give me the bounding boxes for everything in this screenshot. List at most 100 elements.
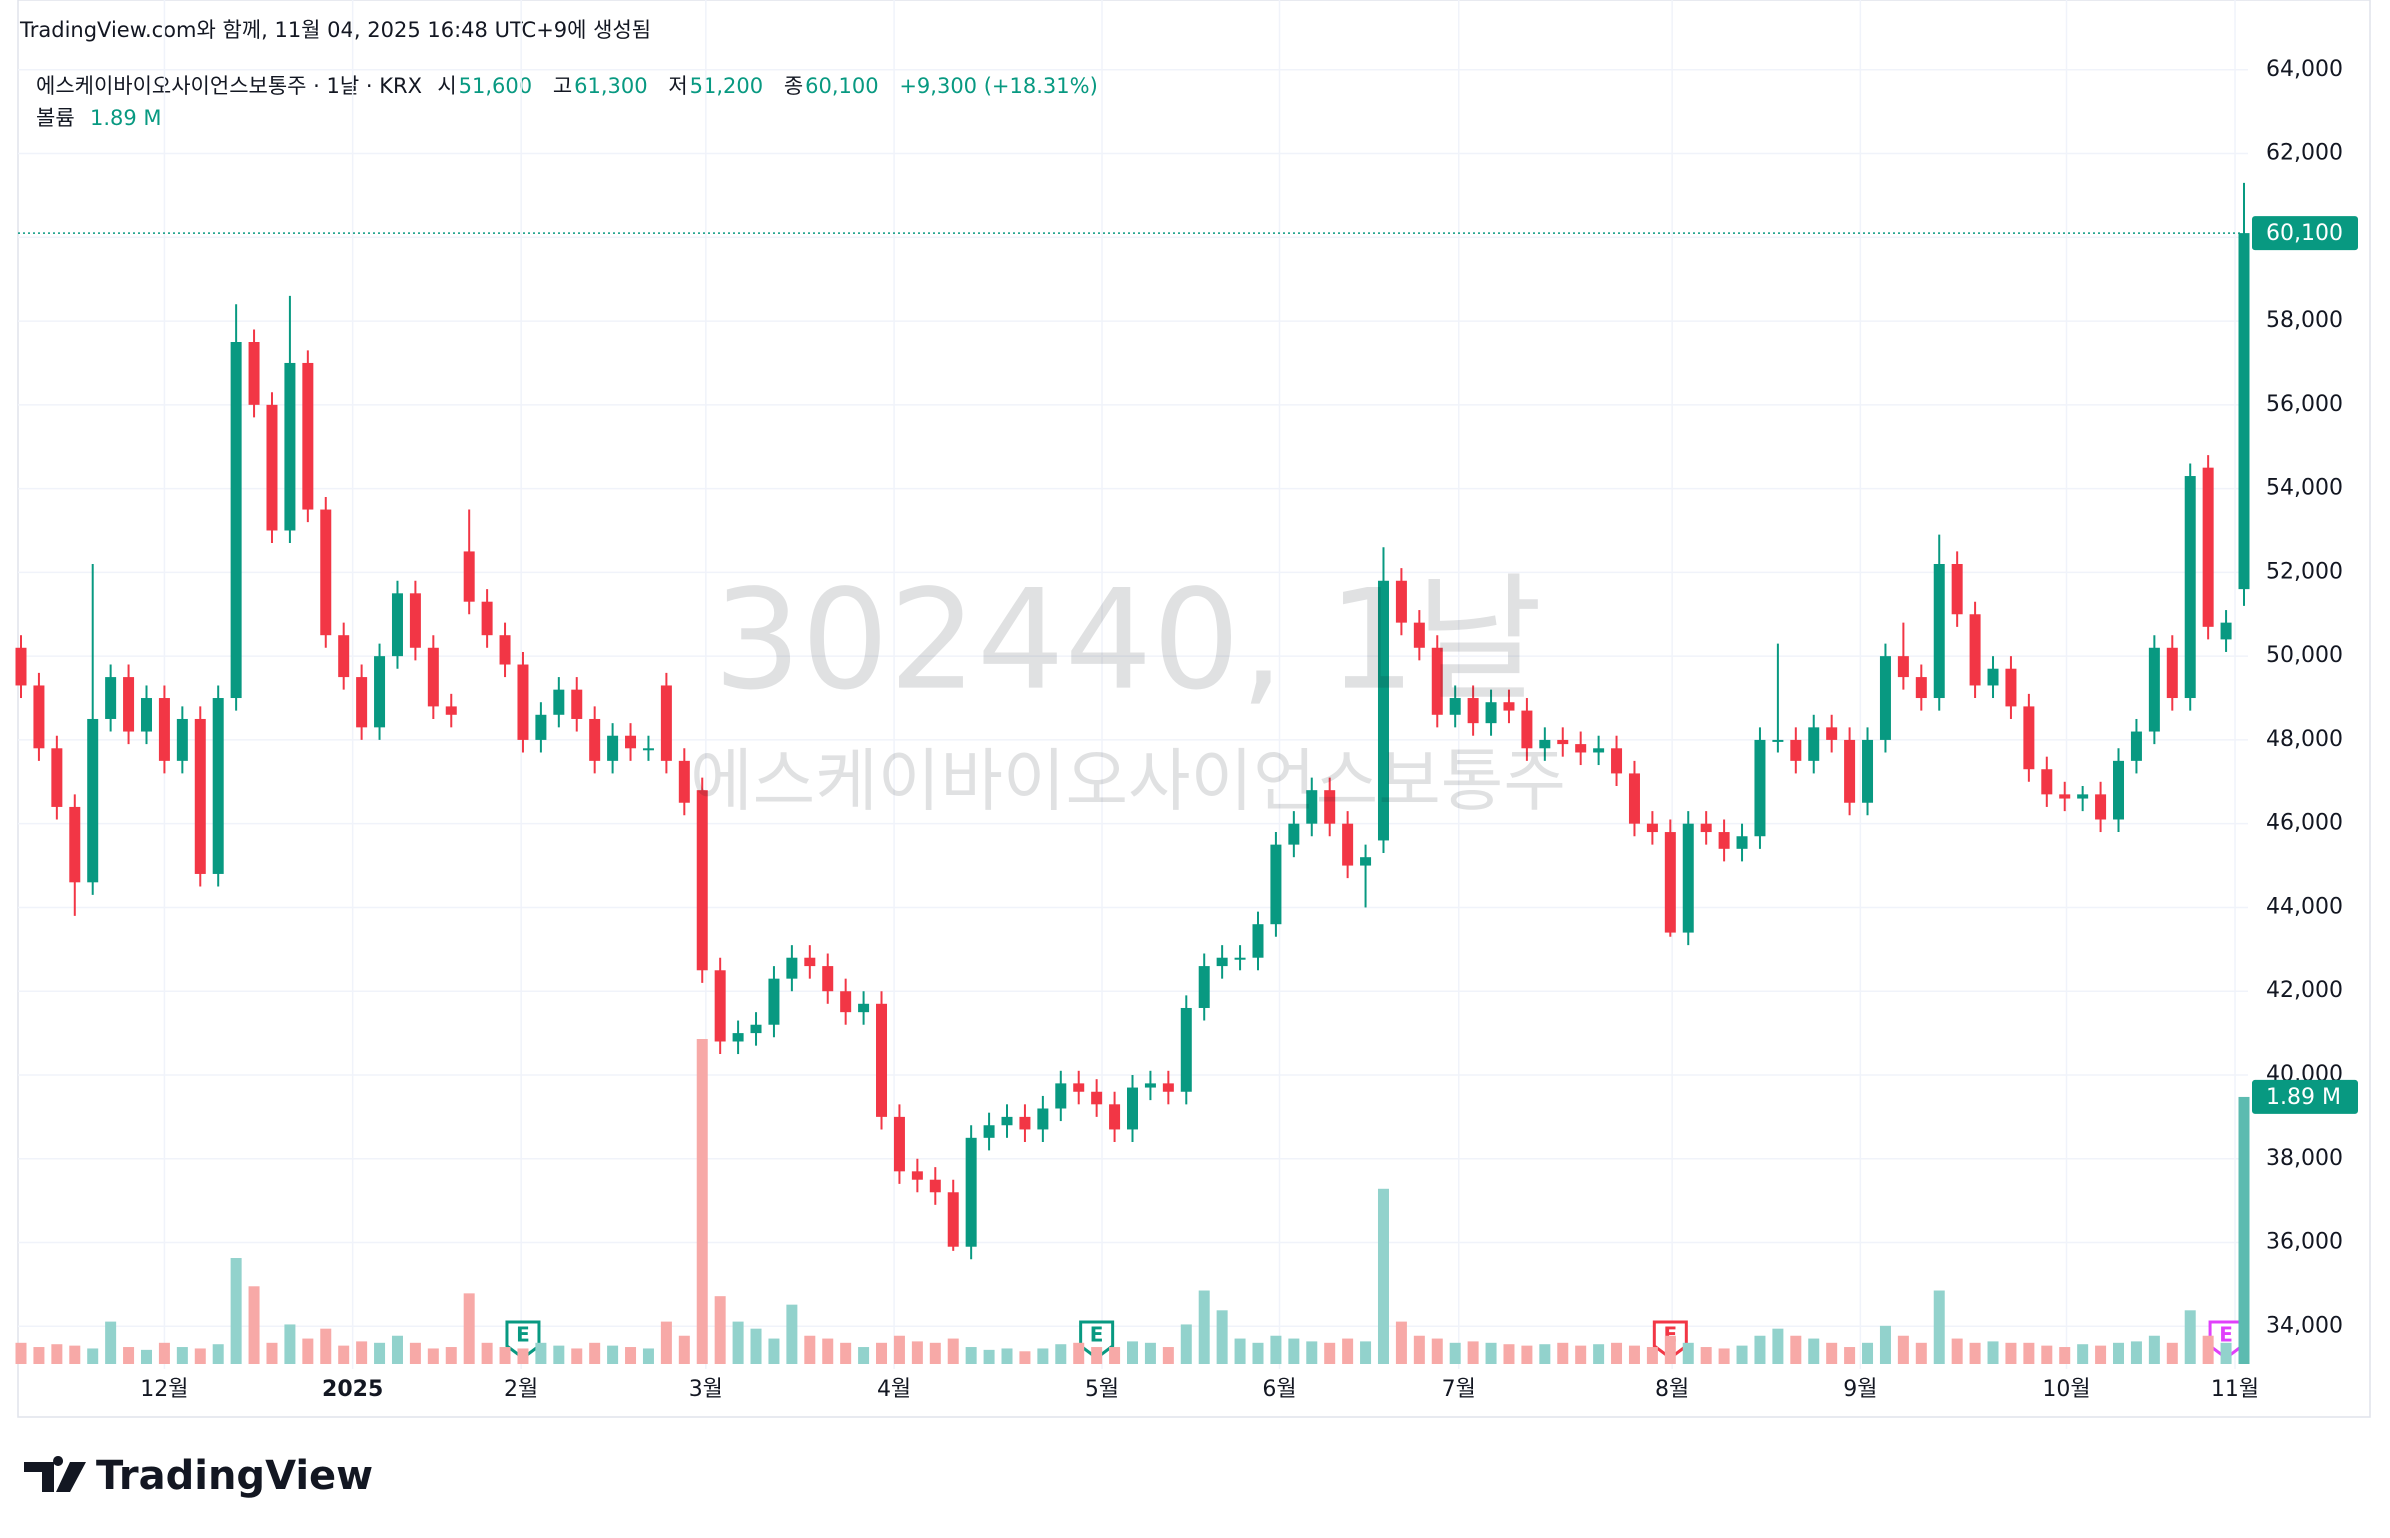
volume-bar [230,1258,242,1364]
candle-body [2220,622,2232,640]
candle-body [1162,1083,1174,1092]
candle-body [1485,702,1497,724]
x-tick-label: 11월 [2211,1377,2259,1402]
candle-body [1879,656,1891,740]
candle-body [858,1003,870,1013]
volume-bar [876,1342,888,1364]
volume-bar [391,1335,403,1364]
candle-body [1664,832,1676,933]
x-tick-label: 7월 [1442,1377,1476,1402]
candle-body [1001,1116,1013,1126]
event-marker [505,1320,541,1360]
volume-bar [15,1342,27,1364]
candle-body [2238,233,2250,590]
candle-body [1987,668,1999,686]
volume-bar [642,1348,654,1364]
candle-body [1288,823,1300,845]
volume-bar [1431,1338,1443,1364]
candle-body [212,698,224,874]
candle-body [266,404,278,531]
candle-body [1395,580,1407,623]
last-volume-label: 1.89 M [2266,1085,2341,1110]
candle-body [1198,966,1210,1008]
candle-body [1324,790,1336,824]
last-price-box [2252,216,2358,251]
candle-body [1109,1104,1121,1130]
candle-body [1127,1087,1138,1130]
candle-body [1593,748,1605,753]
candle-body [1826,727,1838,740]
candle-body [1915,677,1927,699]
candle-body [356,677,368,728]
volume-bar [51,1344,63,1364]
candle-body [1180,1007,1192,1092]
legend-row: 볼륨 1.89 M [36,102,1112,134]
x-tick-label: 2월 [504,1377,538,1402]
y-tick-label: 42,000 [2266,978,2343,1003]
volume-bar [427,1348,439,1364]
candle-body [1539,739,1551,749]
candle-body [1503,702,1515,711]
candle-body [553,689,565,715]
candle-body [2184,476,2196,699]
candle-body [1431,647,1443,715]
candle-body [2095,794,2107,820]
candle-body [1575,744,1587,753]
legend-row: 에스케이바이오사이언스보통주 · 1날 · KRX 시51,600 고61,30… [36,70,1112,102]
candle-body [33,685,45,749]
y-tick-label: 64,000 [2266,57,2343,82]
candle-body [1306,790,1318,824]
candle-body [140,698,152,732]
candle-body [1557,739,1569,745]
volume-bar [1933,1290,1945,1364]
candle-body [499,635,511,665]
volume-bar [1091,1347,1103,1364]
volume-bar [1718,1348,1730,1364]
volume-bar [660,1321,672,1364]
candle-body [876,1003,888,1117]
candle-body [607,735,619,761]
volume-bar [356,1341,368,1364]
volume-bar [284,1324,296,1364]
volume-bar [1897,1335,1909,1364]
volume-bar [1826,1342,1838,1364]
volume-bar [1395,1321,1407,1364]
volume-bar [893,1335,905,1364]
volume-bar [1413,1335,1425,1364]
high-value: 61,300 [574,74,648,98]
volume-bar [1503,1344,1515,1364]
candle-body [1360,857,1372,866]
candle-body [1073,1083,1085,1092]
y-tick-label: 56,000 [2266,392,2343,417]
volume-bar [1593,1344,1605,1364]
volume-bar [1790,1335,1802,1364]
volume-bar [750,1328,762,1364]
candle-body [535,714,547,740]
volume-bar [2238,1096,2250,1364]
last-price-label: 60,100 [2266,221,2343,246]
candle-body [983,1125,995,1138]
candle-body [51,748,63,807]
volume-bar [2148,1335,2160,1364]
candle-body [284,362,296,531]
logo-text: TradingView [96,1453,373,1499]
volume-bar [553,1345,565,1364]
volume-bar [374,1342,386,1364]
candle-body [660,685,672,761]
volume-bar [2130,1341,2142,1364]
candle-body [1342,823,1354,866]
y-tick-label: 50,000 [2266,643,2343,668]
y-tick-label: 52,000 [2266,559,2343,584]
volume-bar [983,1349,995,1364]
volume-bar [212,1344,224,1364]
volume-bar [1575,1345,1587,1364]
candle-body [409,593,421,648]
y-tick-label: 54,000 [2266,476,2343,501]
candle-body [2113,760,2125,820]
x-tick-label: 9월 [1843,1377,1877,1402]
candle-body [1377,580,1389,841]
candle-body [463,551,475,602]
candle-body [1969,614,1981,686]
candle-body [1933,563,1945,699]
